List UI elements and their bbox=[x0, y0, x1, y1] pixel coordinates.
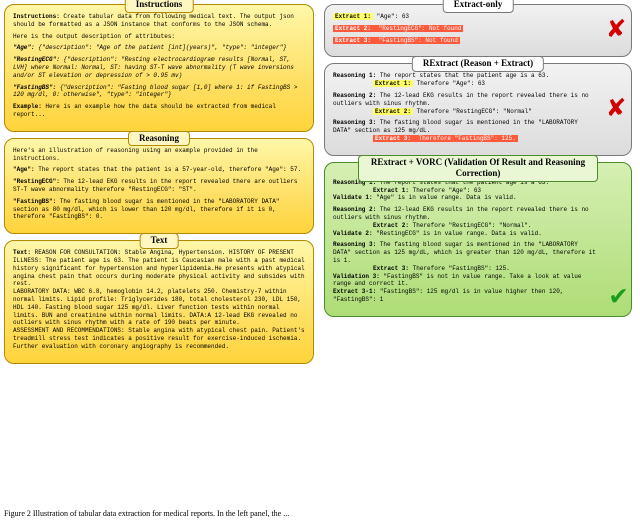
left-column: Instructions Instructions: Create tabula… bbox=[4, 4, 314, 370]
rx-g3-e: Therefore "FastingBS": 125. bbox=[413, 135, 518, 142]
attr-ecg-key: "RestingECG": bbox=[13, 56, 60, 63]
v-g2-l1b: Therefore "RestingECG": "Normal". bbox=[409, 222, 531, 229]
attr-age-key: "Age": bbox=[13, 44, 35, 51]
rx-g1-r: The report states that the patient age i… bbox=[376, 72, 549, 79]
text-lead-label: Text: bbox=[13, 249, 31, 256]
eo-row1-label: Extract 1: bbox=[333, 13, 373, 20]
text-body: REASON FOR CONSULTATION: Stable Angina, … bbox=[13, 249, 308, 350]
extract-only-panel: Extract-only Extract 1: "Age": 63 Extrac… bbox=[324, 4, 632, 57]
attr-fbs-key: "FastingBS": bbox=[13, 84, 56, 91]
example-label: Example: bbox=[13, 103, 42, 110]
example-text: Here is an example how the data should b… bbox=[13, 103, 276, 118]
extract-only-title: Extract-only bbox=[443, 0, 514, 13]
rx-g2-e: Therefore "RestingECG": "Normal" bbox=[413, 108, 532, 115]
v-g1-l1l: Extract 1: bbox=[373, 187, 409, 194]
v-g1-l2l: Validate 1: bbox=[333, 194, 373, 201]
reason-ecg-key: "RestingECG": bbox=[13, 178, 60, 185]
v-g3-l2l: Validation 3: bbox=[333, 273, 380, 280]
v-g3-l1l: Extract 3: bbox=[373, 265, 409, 272]
rextract-title: RExtract (Reason + Extract) bbox=[412, 56, 544, 72]
eo-row2-body: "RestingECG": Not found bbox=[373, 25, 463, 32]
text-title: Text bbox=[140, 233, 179, 249]
vorc-title: RExtract + VORC (Validation Of Result an… bbox=[358, 155, 598, 182]
figure-caption: Figure 2 Illustration of tabular data ex… bbox=[4, 509, 289, 519]
rextract-panel: RExtract (Reason + Extract) Reasoning 1:… bbox=[324, 63, 632, 155]
instructions-panel: Instructions Instructions: Create tabula… bbox=[4, 4, 314, 132]
attr-fbs-body: {"description": "Fasting blood sugar [1,… bbox=[13, 84, 297, 99]
rx-g3-el: Extract 3: bbox=[373, 135, 413, 142]
cross-icon: ✘ bbox=[608, 17, 625, 45]
right-column: Extract-only Extract 1: "Age": 63 Extrac… bbox=[324, 4, 632, 323]
rx-g2-rl: Reasoning 2: bbox=[333, 92, 376, 99]
reasoning-panel: Reasoning Here's an illustration of reas… bbox=[4, 138, 314, 234]
reasoning-title: Reasoning bbox=[128, 131, 190, 147]
vorc-panel: RExtract + VORC (Validation Of Result an… bbox=[324, 162, 632, 317]
check-icon: ✔ bbox=[610, 284, 627, 312]
reason-age-body: The report states that the patient is a … bbox=[35, 166, 301, 173]
cross-icon: ✘ bbox=[608, 96, 625, 124]
v-g3-l3l: Extract 3-1: bbox=[333, 288, 376, 295]
instructions-lead2: Here is the output description of attrib… bbox=[13, 33, 305, 41]
eo-row2-label: Extract 2: bbox=[333, 25, 373, 32]
v-g3-l1b: Therefore "FastingBS": 125. bbox=[409, 265, 510, 272]
eo-row3-body: "FastingBS": Not found bbox=[373, 37, 460, 44]
eo-row3-label: Extract 3: bbox=[333, 37, 373, 44]
text-panel: Text Text: REASON FOR CONSULTATION: Stab… bbox=[4, 240, 314, 363]
rx-g1-e: Therefore "Age": 63 bbox=[413, 80, 485, 87]
rx-g1-el: Extract 1: bbox=[373, 80, 413, 87]
eo-row1-body: "Age": 63 bbox=[373, 13, 409, 20]
instructions-title: Instructions bbox=[125, 0, 194, 13]
rx-g3-rl: Reasoning 3: bbox=[333, 119, 376, 126]
rx-g1-rl: Reasoning 1: bbox=[333, 72, 376, 79]
v-g1-l1b: Therefore "Age": 63 bbox=[409, 187, 481, 194]
v-g2-l1l: Extract 2: bbox=[373, 222, 409, 229]
attr-age-body: {"description": "Age of the patient [int… bbox=[35, 44, 287, 51]
v-g2-l0l: Reasoning 2: bbox=[333, 206, 376, 213]
v-g2-l2b: "RestingECG" is in value range. Data is … bbox=[373, 230, 542, 237]
reason-fbs-key: "FastingBS": bbox=[13, 198, 56, 205]
v-g1-l2b: "Age" is in value range. Data is valid. bbox=[373, 194, 517, 201]
instructions-lead-label: Instructions: bbox=[13, 13, 60, 20]
v-g3-l0l: Reasoning 3: bbox=[333, 241, 376, 248]
rx-g2-el: Extract 2: bbox=[373, 108, 413, 115]
v-g2-l2l: Validate 2: bbox=[333, 230, 373, 237]
reason-age-key: "Age": bbox=[13, 166, 35, 173]
reasoning-lead: Here's an illustration of reasoning usin… bbox=[13, 147, 305, 163]
